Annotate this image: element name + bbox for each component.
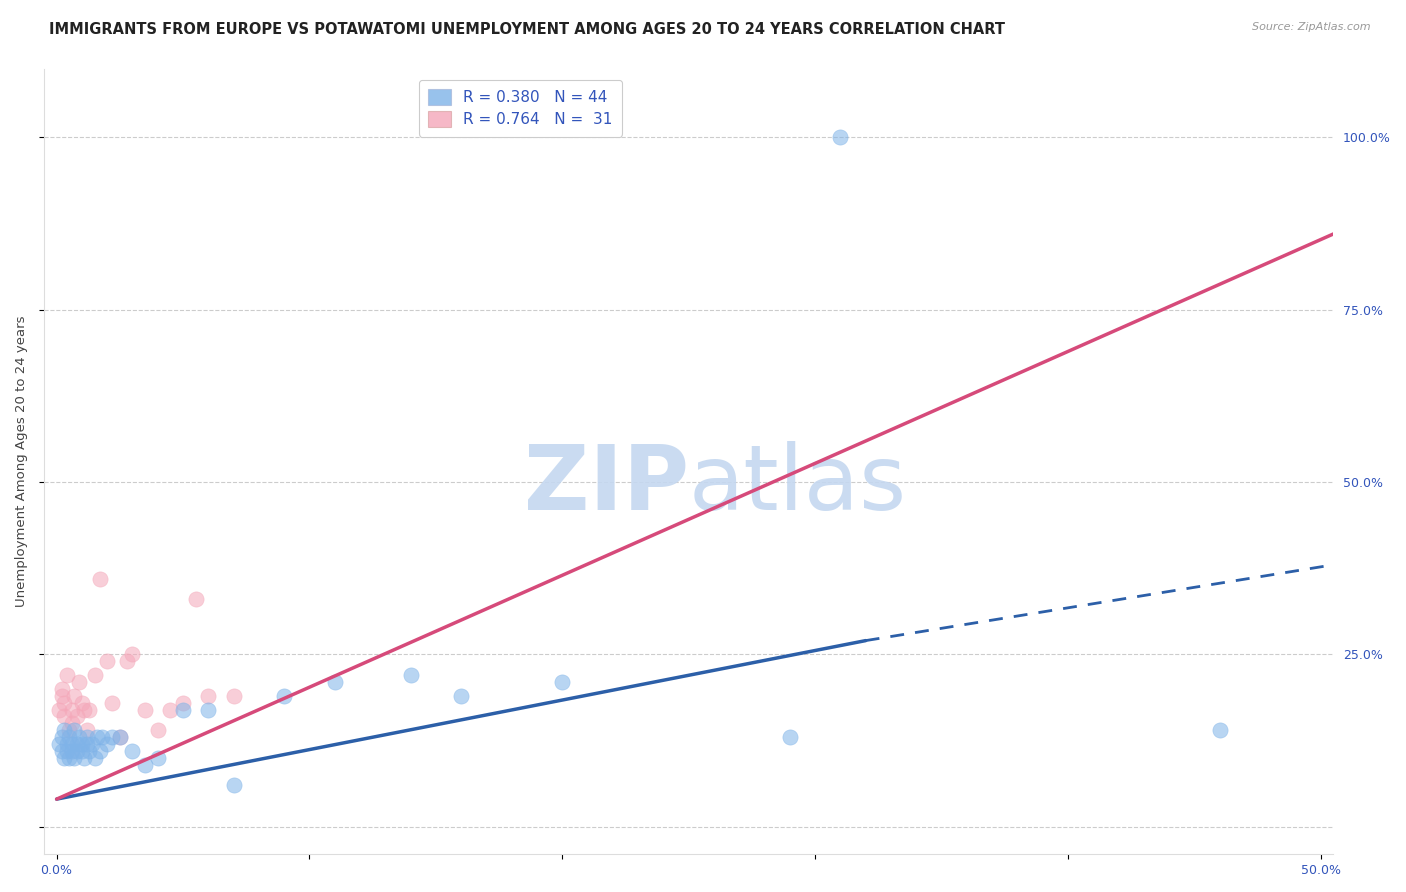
Point bbox=[146, 751, 169, 765]
Point bbox=[70, 737, 93, 751]
Point bbox=[51, 681, 73, 696]
Y-axis label: Unemployment Among Ages 20 to 24 years: Unemployment Among Ages 20 to 24 years bbox=[15, 316, 28, 607]
Point bbox=[399, 668, 422, 682]
Point bbox=[117, 654, 139, 668]
Text: ZIP: ZIP bbox=[523, 441, 689, 529]
Point bbox=[1208, 723, 1230, 738]
Point bbox=[48, 702, 70, 716]
Point bbox=[96, 654, 118, 668]
Text: IMMIGRANTS FROM EUROPE VS POTAWATOMI UNEMPLOYMENT AMONG AGES 20 TO 24 YEARS CORR: IMMIGRANTS FROM EUROPE VS POTAWATOMI UNE… bbox=[49, 22, 1005, 37]
Point bbox=[67, 675, 90, 690]
Point bbox=[121, 744, 143, 758]
Point bbox=[159, 702, 181, 716]
Point bbox=[80, 737, 103, 751]
Point bbox=[60, 702, 83, 716]
Point bbox=[108, 730, 131, 744]
Point bbox=[73, 702, 96, 716]
Point bbox=[48, 737, 70, 751]
Point bbox=[197, 689, 219, 703]
Point bbox=[63, 689, 86, 703]
Point bbox=[79, 702, 101, 716]
Point bbox=[779, 730, 801, 744]
Point bbox=[101, 730, 124, 744]
Point bbox=[172, 696, 194, 710]
Point bbox=[51, 744, 73, 758]
Point bbox=[134, 757, 156, 772]
Point bbox=[76, 737, 98, 751]
Point bbox=[222, 778, 245, 792]
Point bbox=[86, 730, 108, 744]
Point bbox=[53, 751, 76, 765]
Point bbox=[51, 730, 73, 744]
Point bbox=[58, 751, 80, 765]
Point bbox=[197, 702, 219, 716]
Point bbox=[89, 572, 111, 586]
Legend: R = 0.380   N = 44, R = 0.764   N =  31: R = 0.380 N = 44, R = 0.764 N = 31 bbox=[419, 80, 621, 136]
Point bbox=[55, 737, 77, 751]
Point bbox=[70, 696, 93, 710]
Point bbox=[184, 592, 207, 607]
Point bbox=[63, 751, 86, 765]
Point bbox=[63, 723, 86, 738]
Point bbox=[76, 730, 98, 744]
Point bbox=[830, 130, 852, 145]
Point bbox=[55, 744, 77, 758]
Point bbox=[172, 702, 194, 716]
Point bbox=[53, 709, 76, 723]
Point bbox=[91, 730, 114, 744]
Point bbox=[73, 751, 96, 765]
Point bbox=[101, 696, 124, 710]
Point bbox=[273, 689, 295, 703]
Point bbox=[83, 751, 105, 765]
Point bbox=[53, 696, 76, 710]
Point bbox=[60, 744, 83, 758]
Text: atlas: atlas bbox=[689, 441, 907, 529]
Point bbox=[58, 730, 80, 744]
Point bbox=[323, 675, 346, 690]
Point bbox=[450, 689, 472, 703]
Point bbox=[60, 716, 83, 731]
Point bbox=[83, 668, 105, 682]
Point bbox=[66, 709, 89, 723]
Point bbox=[53, 723, 76, 738]
Point bbox=[89, 744, 111, 758]
Point bbox=[134, 702, 156, 716]
Point bbox=[70, 744, 93, 758]
Point bbox=[66, 737, 89, 751]
Text: Source: ZipAtlas.com: Source: ZipAtlas.com bbox=[1253, 22, 1371, 32]
Point bbox=[66, 744, 89, 758]
Point bbox=[551, 675, 574, 690]
Point bbox=[76, 723, 98, 738]
Point bbox=[51, 689, 73, 703]
Point bbox=[121, 648, 143, 662]
Point bbox=[222, 689, 245, 703]
Point bbox=[96, 737, 118, 751]
Point bbox=[67, 730, 90, 744]
Point bbox=[60, 737, 83, 751]
Point bbox=[58, 723, 80, 738]
Point bbox=[79, 744, 101, 758]
Point bbox=[55, 668, 77, 682]
Point bbox=[108, 730, 131, 744]
Point bbox=[146, 723, 169, 738]
